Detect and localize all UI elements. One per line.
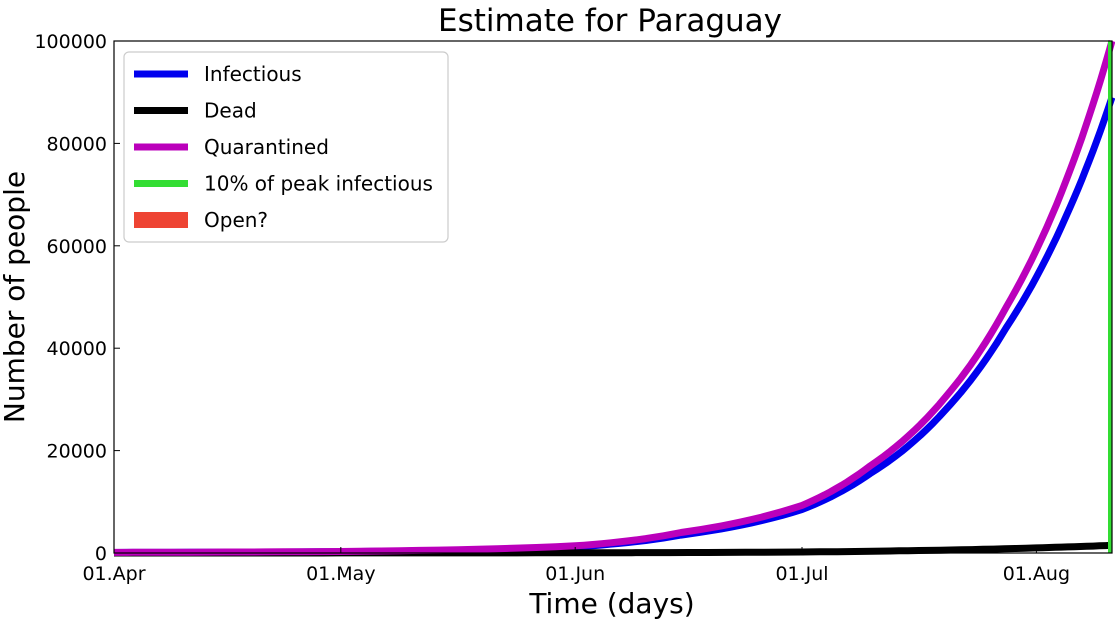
x-axis-ticks: 01.Apr 01.May 01.Jun 01.Jul 01.Aug — [82, 547, 1070, 585]
y-axis-label: Number of people — [0, 171, 31, 423]
legend-label: Open? — [204, 208, 268, 232]
chart-title: Estimate for Paraguay — [438, 3, 782, 39]
legend: Infectious Dead Quarantined 10% of peak inf… — [123, 51, 449, 243]
x-tick-label: 01.May — [306, 563, 376, 585]
plot-frame — [113, 40, 1113, 554]
y-tick-label: 0 — [95, 543, 107, 565]
y-axis-ticks: 0 20000 40000 60000 80000 100000 — [34, 31, 120, 565]
y-tick-label: 100000 — [34, 31, 107, 53]
legend-label: Infectious — [204, 62, 302, 86]
series-line-2 — [113, 40, 1115, 556]
legend-box — [123, 51, 449, 243]
y-tick-label: 80000 — [47, 133, 107, 155]
x-tick-label: 01.Jun — [545, 563, 605, 585]
legend-swatch — [134, 212, 188, 228]
x-axis-label: Time (days) — [528, 587, 694, 620]
y-tick-label: 20000 — [47, 441, 107, 463]
y-tick-label: 60000 — [47, 236, 107, 258]
y-tick-label: 40000 — [47, 338, 107, 360]
legend-label: Quarantined — [204, 135, 329, 159]
x-tick-label: 01.Jul — [775, 563, 828, 585]
legend-label: 10% of peak infectious — [204, 172, 433, 196]
x-tick-label: 01.Aug — [1003, 563, 1070, 585]
x-tick-label: 01.Apr — [82, 563, 145, 585]
legend-label: Dead — [204, 99, 257, 123]
